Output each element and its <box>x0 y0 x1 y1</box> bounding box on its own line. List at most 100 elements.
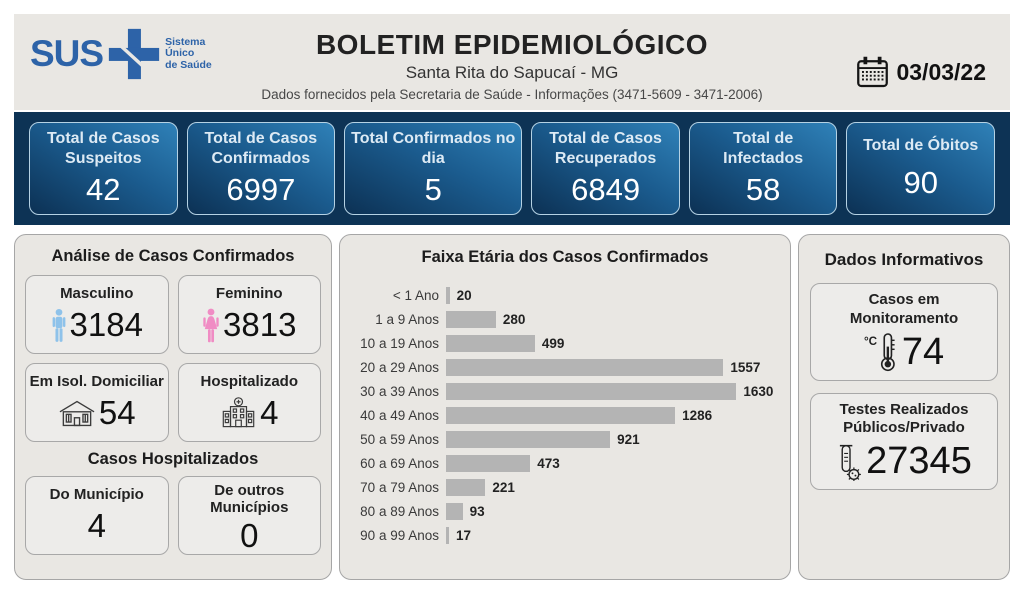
hospitalized-card: Hospitalizado <box>177 363 321 442</box>
chart-category-label: 10 a 19 Anos <box>360 335 439 351</box>
stat-value: 42 <box>86 171 121 207</box>
chart-bar <box>446 286 450 304</box>
thermometer-icon: °C <box>864 332 900 372</box>
female-cases-card: Feminino 3813 <box>177 275 321 354</box>
chart-category-label: 40 a 49 Anos <box>360 407 439 423</box>
female-cases-label: Feminino <box>215 284 283 302</box>
chart-bar-area: 20 <box>446 286 776 304</box>
stats-bar: Total de Casos Suspeitos 42 Total de Cas… <box>14 112 1010 225</box>
other-municipalities-card: De outros Municípios 0 <box>177 476 321 555</box>
stat-value: 5 <box>424 171 442 207</box>
chart-bar-area: 921 <box>446 430 776 448</box>
chart-category-label: 70 a 79 Anos <box>360 479 439 495</box>
chart-bar <box>446 310 496 328</box>
chart-value-label: 93 <box>469 503 485 519</box>
chart-value-label: 221 <box>492 479 515 495</box>
analysis-panel-title: Análise de Casos Confirmados <box>51 247 295 265</box>
home-isolation-label: Em Isol. Domiciliar <box>29 372 164 390</box>
chart-bar <box>446 406 676 424</box>
main-content: Análise de Casos Confirmados Masculino <box>14 234 1010 580</box>
chart-value-label: 1630 <box>743 383 774 399</box>
municipality-cases-value: 4 <box>87 507 106 545</box>
chart-bar-area: 1630 <box>446 382 776 400</box>
monitoring-value: 74 <box>901 330 945 373</box>
chart-row: 60 a 69 Anos 473 <box>354 451 776 475</box>
chart-rows: < 1 Ano 20 1 a 9 Anos 280 10 a 19 Anos 4… <box>354 283 776 547</box>
hospitalized-section-title: Casos Hospitalizados <box>87 450 259 468</box>
chart-value-label: 20 <box>456 287 472 303</box>
stat-card: Total de Casos Recuperados 6849 <box>531 122 680 215</box>
stat-value: 90 <box>903 165 938 200</box>
chart-bar-area: 280 <box>446 310 776 328</box>
info-panel: Dados Informativos Casos em Monitorament… <box>798 234 1010 580</box>
date-display: 03/03/22 <box>856 56 986 89</box>
chart-bar-area: 1286 <box>446 406 776 424</box>
age-chart-title: Faixa Etária dos Casos Confirmados <box>421 248 709 266</box>
chart-bar <box>446 358 724 376</box>
test-tube-icon <box>836 443 864 481</box>
tests-label: Testes Realizados Públicos/Privado <box>839 400 969 437</box>
chart-bar <box>446 502 463 520</box>
stat-label: Total de Óbitos <box>863 137 979 154</box>
stat-label: Total de Casos Confirmados <box>204 130 318 168</box>
tests-card: Testes Realizados Públicos/Privado <box>810 392 998 491</box>
chart-category-label: 1 a 9 Anos <box>375 311 439 327</box>
hospitalized-label: Hospitalizado <box>200 372 298 390</box>
chart-value-label: 1557 <box>730 359 761 375</box>
chart-category-label: 60 a 69 Anos <box>360 455 439 471</box>
chart-row: < 1 Ano 20 <box>354 283 776 307</box>
stat-card: Total de Casos Confirmados 6997 <box>186 122 336 215</box>
chart-bar <box>446 430 611 448</box>
header: SUS Sistema Único de Saúde BOLETIM EPIDE… <box>14 14 1010 110</box>
chart-row: 80 a 89 Anos 93 <box>354 499 776 523</box>
hospital-icon <box>220 397 257 429</box>
chart-bar <box>446 382 737 400</box>
page-title: BOLETIM EPIDEMIOLÓGICO <box>315 28 709 60</box>
house-icon <box>58 399 96 428</box>
calendar-icon <box>856 56 889 89</box>
sus-tagline: Sistema Único de Saúde <box>165 35 212 71</box>
male-icon <box>51 308 67 343</box>
male-cases-label: Masculino <box>60 284 134 302</box>
tests-value: 27345 <box>866 440 972 483</box>
chart-value-label: 921 <box>617 431 640 447</box>
stat-value: 6849 <box>571 171 641 207</box>
stat-value: 6997 <box>226 171 296 207</box>
chart-bar <box>446 334 535 352</box>
other-municipalities-label: De outros Municípios <box>210 482 289 517</box>
home-isolation-value: 54 <box>98 394 136 432</box>
chart-bar-area: 17 <box>446 526 776 544</box>
chart-value-label: 473 <box>537 455 560 471</box>
male-cases-card: Masculino 3184 <box>25 275 169 354</box>
chart-bar <box>446 454 531 472</box>
chart-category-label: 90 a 99 Anos <box>360 527 439 543</box>
stat-card: Total de Casos Suspeitos 42 <box>29 122 178 215</box>
chart-value-label: 17 <box>456 527 472 543</box>
chart-row: 1 a 9 Anos 280 <box>354 307 776 331</box>
chart-value-label: 499 <box>541 335 565 351</box>
stat-card: Total de Infectados 58 <box>688 122 838 215</box>
female-icon <box>202 308 220 343</box>
chart-value-label: 1286 <box>682 407 713 423</box>
municipality-cases-card: Do Município 4 <box>25 476 169 555</box>
chart-bar-area: 93 <box>446 502 776 520</box>
chart-row: 30 a 39 Anos 1630 <box>354 379 776 403</box>
chart-bar <box>446 526 450 544</box>
female-cases-value: 3813 <box>223 306 297 344</box>
chart-row: 40 a 49 Anos 1286 <box>354 403 776 427</box>
svg-text:°C: °C <box>864 335 878 348</box>
page-subtitle: Santa Rita do Sapucaí - MG <box>405 62 619 82</box>
municipality-cases-label: Do Município <box>49 485 144 503</box>
chart-value-label: 280 <box>502 311 526 327</box>
chart-row: 50 a 59 Anos 921 <box>354 427 776 451</box>
age-chart-panel: Faixa Etária dos Casos Confirmados < 1 A… <box>339 234 791 580</box>
chart-bar-area: 1557 <box>446 358 776 376</box>
info-line: Dados fornecidos pela Secretaria de Saúd… <box>261 86 763 102</box>
stat-label: Total Confirmados no dia <box>351 130 516 168</box>
chart-category-label: 50 a 59 Anos <box>360 431 439 447</box>
chart-row: 90 a 99 Anos 17 <box>354 523 776 547</box>
chart-category-label: 80 a 89 Anos <box>360 503 439 519</box>
chart-bar-area: 473 <box>446 454 776 472</box>
other-municipalities-value: 0 <box>240 516 259 554</box>
